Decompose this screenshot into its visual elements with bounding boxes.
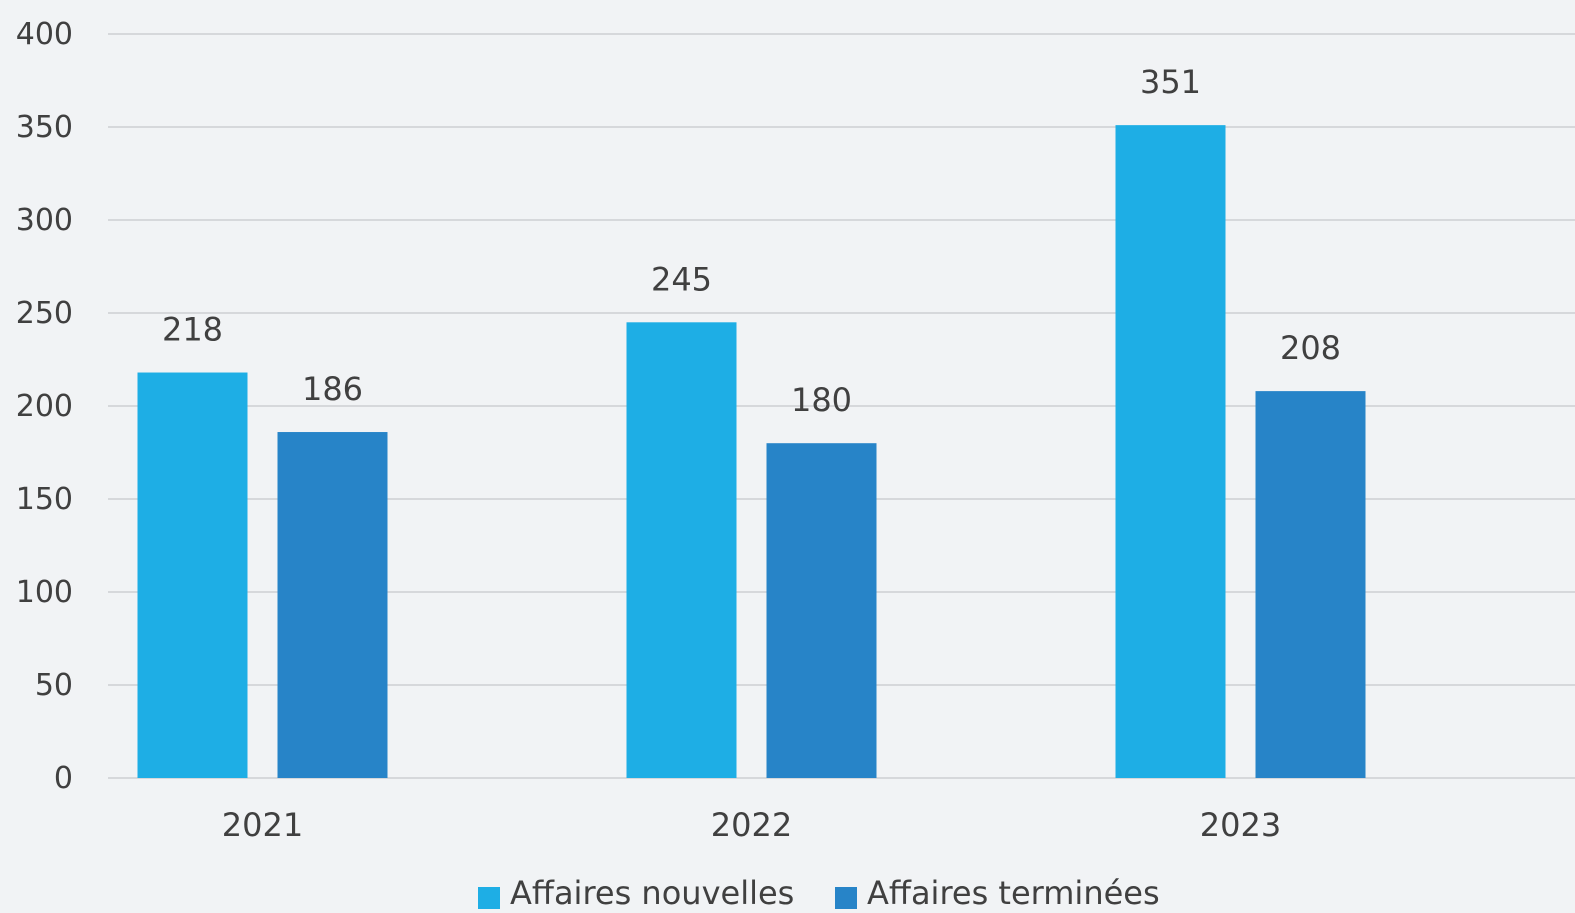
y-tick-label: 400: [16, 17, 73, 52]
y-tick-label: 150: [16, 482, 73, 517]
x-tick-label: 2023: [1200, 806, 1281, 844]
x-tick-label: 2022: [711, 806, 792, 844]
data-label: 245: [651, 260, 712, 298]
bar: [277, 432, 388, 778]
data-label: 186: [302, 370, 363, 408]
y-tick-label: 0: [54, 761, 73, 796]
bar: [137, 372, 248, 778]
legend-label: Affaires terminées: [867, 874, 1160, 912]
y-tick-label: 300: [16, 203, 73, 238]
legend: Affaires nouvelles Affaires terminées: [478, 874, 1160, 912]
data-labels: 218 186 245 180 351 208: [162, 63, 1341, 419]
data-label: 208: [1280, 329, 1341, 367]
bar: [626, 322, 737, 778]
legend-swatch: [835, 887, 857, 909]
legend-label: Affaires nouvelles: [510, 874, 794, 912]
y-axis: 0 50 100 150 200 250 300 350 400: [16, 17, 73, 796]
bars: [137, 125, 1366, 778]
data-label: 351: [1140, 63, 1201, 101]
y-tick-label: 100: [16, 575, 73, 610]
y-tick-label: 350: [16, 110, 73, 145]
bar: [1255, 391, 1366, 778]
data-label: 218: [162, 311, 223, 349]
data-label: 180: [791, 381, 852, 419]
x-axis: 2021 2022 2023: [222, 806, 1281, 844]
y-tick-label: 50: [35, 668, 73, 703]
x-tick-label: 2021: [222, 806, 303, 844]
legend-swatch: [478, 887, 500, 909]
bar: [766, 443, 877, 778]
bar: [1115, 125, 1226, 778]
y-tick-label: 250: [16, 296, 73, 331]
y-tick-label: 200: [16, 389, 73, 424]
